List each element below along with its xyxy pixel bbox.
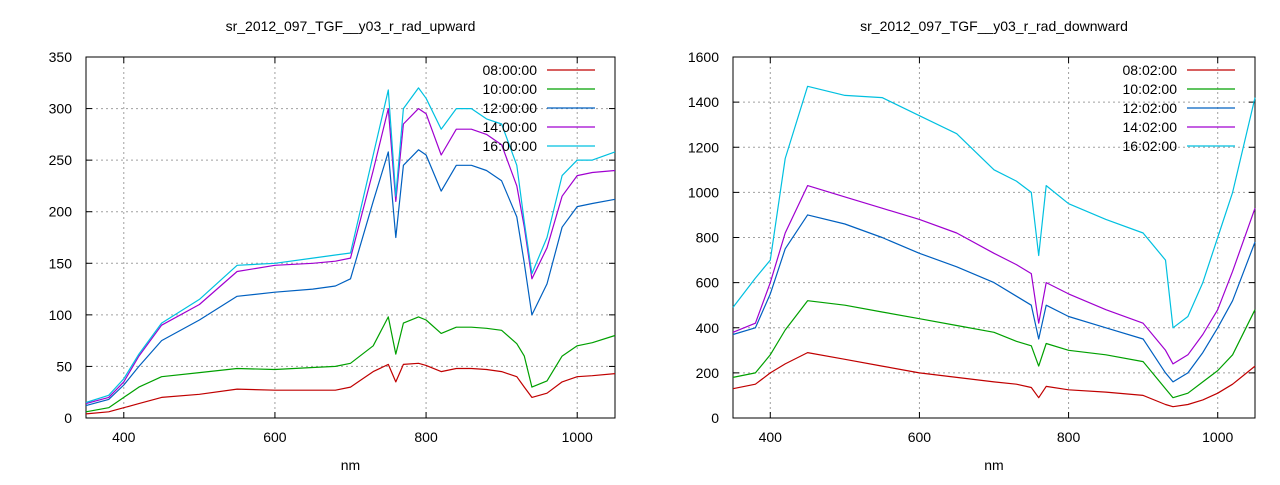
- series-line-5: [732, 85, 1256, 329]
- y-tick-label: 150: [49, 255, 73, 271]
- x-tick-label: 1000: [562, 429, 593, 445]
- chart-title: sr_2012_097_TGF__y03_r_rad_downward: [860, 18, 1128, 34]
- y-tick-label: 0: [64, 410, 72, 426]
- series-line-2: [85, 316, 616, 413]
- y-tick-label: 400: [696, 320, 720, 336]
- y-tick-label: 1400: [688, 94, 719, 110]
- y-tick-label: 200: [49, 204, 73, 220]
- series-line-1: [732, 352, 1256, 408]
- y-tick-label: 350: [49, 49, 73, 65]
- legend-label: 08:02:00: [1123, 62, 1178, 78]
- series-line-4: [85, 107, 616, 405]
- legend-label: 14:00:00: [483, 119, 538, 135]
- series-line-5: [85, 87, 616, 404]
- x-tick-label: 600: [263, 429, 287, 445]
- y-tick-label: 0: [711, 410, 719, 426]
- series-line-3: [732, 214, 1256, 383]
- legend-label: 10:02:00: [1123, 81, 1178, 97]
- legend-label: 12:00:00: [483, 100, 538, 116]
- legend-label: 08:00:00: [483, 62, 538, 78]
- x-tick-label: 600: [908, 429, 932, 445]
- y-tick-label: 800: [696, 230, 720, 246]
- legend-label: 12:02:00: [1123, 100, 1178, 116]
- plot-frame: [85, 56, 616, 419]
- y-tick-label: 1000: [688, 184, 719, 200]
- series-line-4: [732, 185, 1256, 365]
- x-tick-label: 400: [112, 429, 136, 445]
- legend-label: 16:00:00: [483, 138, 538, 154]
- y-tick-label: 200: [696, 365, 720, 381]
- chart-title: sr_2012_097_TGF__y03_r_rad_upward: [226, 18, 476, 34]
- y-tick-label: 300: [49, 101, 73, 117]
- y-tick-label: 50: [56, 358, 72, 374]
- legend-label: 10:00:00: [483, 81, 538, 97]
- y-tick-label: 250: [49, 152, 73, 168]
- series-line-1: [85, 362, 616, 415]
- y-tick-label: 1600: [688, 49, 719, 65]
- y-tick-label: 100: [49, 307, 73, 323]
- legend-label: 16:02:00: [1123, 138, 1178, 154]
- series-line-2: [732, 300, 1256, 399]
- x-tick-label: 400: [759, 429, 783, 445]
- x-axis-label: nm: [341, 457, 360, 473]
- legend-label: 14:02:00: [1123, 119, 1178, 135]
- x-tick-label: 1000: [1202, 429, 1233, 445]
- y-tick-label: 600: [696, 275, 720, 291]
- x-tick-label: 800: [1057, 429, 1081, 445]
- y-tick-label: 1200: [688, 139, 719, 155]
- x-tick-label: 800: [414, 429, 438, 445]
- series-line-3: [85, 149, 616, 407]
- x-axis-label: nm: [984, 457, 1003, 473]
